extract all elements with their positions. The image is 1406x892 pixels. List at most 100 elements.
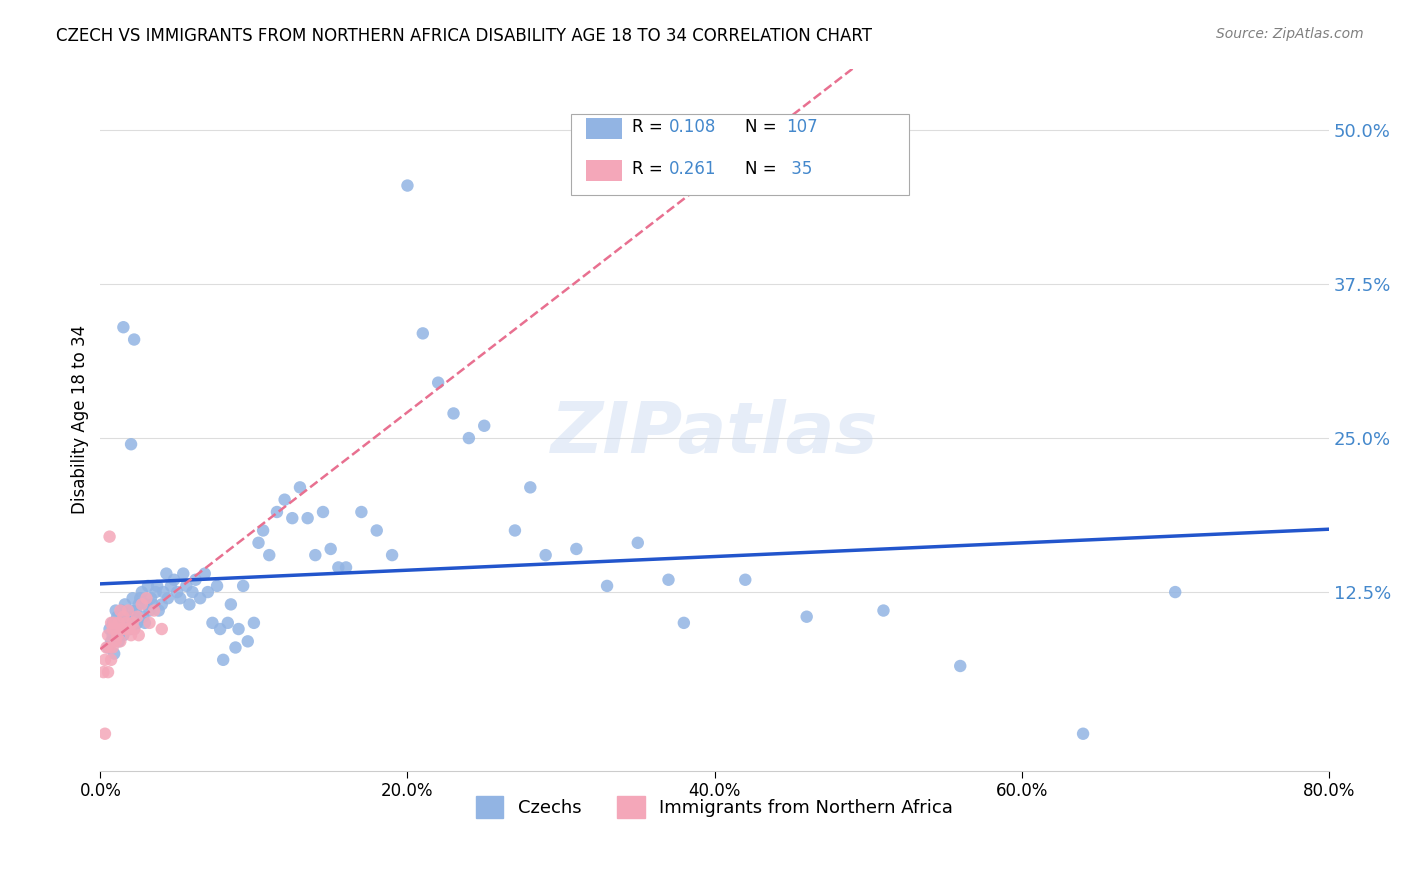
Point	[111, 603, 134, 617]
Point	[103, 647, 125, 661]
Point	[115, 609, 138, 624]
Point	[110, 603, 132, 617]
Point	[97, 628, 120, 642]
Point	[236, 634, 259, 648]
Point	[150, 622, 173, 636]
Point	[111, 622, 134, 636]
Point	[273, 492, 295, 507]
Point	[166, 585, 188, 599]
Point	[145, 585, 167, 599]
Point	[350, 505, 373, 519]
Point	[412, 326, 434, 341]
Point	[100, 615, 122, 630]
Point	[672, 615, 695, 630]
Text: N =: N =	[745, 160, 782, 178]
Point	[627, 536, 650, 550]
Point	[134, 615, 156, 630]
Point	[98, 530, 121, 544]
Point	[118, 622, 141, 636]
Point	[136, 579, 159, 593]
Point	[288, 480, 311, 494]
Text: Source: ZipAtlas.com: Source: ZipAtlas.com	[1216, 27, 1364, 41]
Point	[138, 615, 160, 630]
Point	[107, 615, 129, 630]
Point	[224, 640, 246, 655]
Point	[93, 665, 115, 680]
Point	[120, 437, 142, 451]
Point	[247, 536, 270, 550]
Point	[131, 598, 153, 612]
Point	[107, 634, 129, 648]
Point	[188, 591, 211, 606]
FancyBboxPatch shape	[571, 114, 908, 195]
Point	[112, 609, 135, 624]
Point	[150, 598, 173, 612]
Text: ZIPatlas: ZIPatlas	[551, 399, 879, 468]
Point	[110, 634, 132, 648]
Point	[163, 573, 186, 587]
Point	[135, 598, 157, 612]
Point	[121, 591, 143, 606]
Point	[266, 505, 288, 519]
Point	[122, 622, 145, 636]
Point	[1071, 727, 1094, 741]
Point	[179, 598, 201, 612]
Point	[212, 653, 235, 667]
Point	[124, 603, 146, 617]
Point	[114, 615, 136, 630]
Point	[103, 615, 125, 630]
Text: R =: R =	[633, 160, 668, 178]
Point	[131, 585, 153, 599]
Point	[396, 178, 419, 193]
Point	[142, 598, 165, 612]
Point	[252, 524, 274, 538]
Point	[197, 585, 219, 599]
Point	[155, 566, 177, 581]
Point	[259, 548, 281, 562]
Point	[949, 659, 972, 673]
Point	[94, 727, 117, 741]
Point	[312, 505, 335, 519]
Point	[176, 579, 198, 593]
Point	[328, 560, 350, 574]
Point	[194, 566, 217, 581]
Point	[112, 628, 135, 642]
Point	[107, 628, 129, 642]
Point	[112, 320, 135, 334]
Text: 0.108: 0.108	[669, 118, 717, 136]
Point	[139, 591, 162, 606]
Point	[100, 653, 122, 667]
Point	[1164, 585, 1187, 599]
Point	[111, 622, 134, 636]
Point	[319, 541, 342, 556]
Point	[201, 615, 224, 630]
Point	[596, 579, 619, 593]
Point	[281, 511, 304, 525]
Point	[366, 524, 388, 538]
Point	[135, 591, 157, 606]
Text: N =: N =	[745, 118, 782, 136]
Bar	[585, 160, 623, 181]
Point	[427, 376, 450, 390]
Point	[97, 640, 120, 655]
Point	[184, 573, 207, 587]
Point	[160, 579, 183, 593]
Legend: Czechs, Immigrants from Northern Africa: Czechs, Immigrants from Northern Africa	[470, 789, 960, 825]
Point	[122, 622, 145, 636]
Text: 107: 107	[786, 118, 817, 136]
Point	[122, 609, 145, 624]
Point	[100, 634, 122, 648]
Point	[381, 548, 404, 562]
Point	[94, 653, 117, 667]
Point	[129, 591, 152, 606]
Point	[117, 622, 139, 636]
Point	[304, 548, 326, 562]
Point	[169, 591, 191, 606]
Text: 35: 35	[786, 160, 813, 178]
Point	[128, 628, 150, 642]
Point	[472, 418, 495, 433]
Text: R =: R =	[633, 118, 668, 136]
Point	[657, 573, 679, 587]
Point	[172, 566, 194, 581]
Point	[297, 511, 319, 525]
